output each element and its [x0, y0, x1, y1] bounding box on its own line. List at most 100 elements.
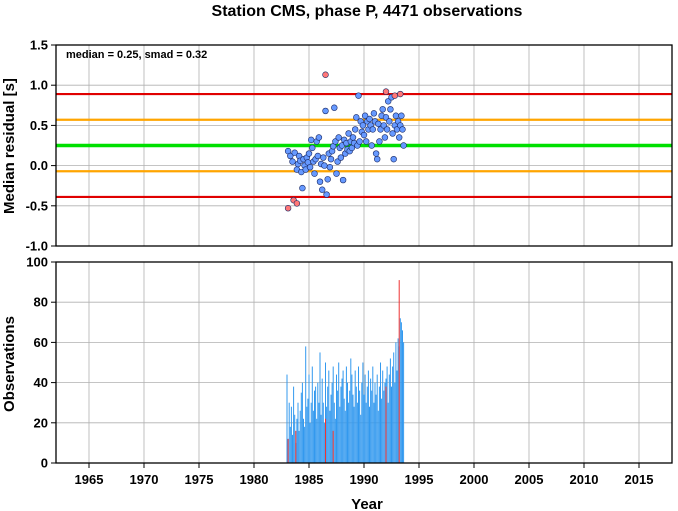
data-point — [391, 92, 398, 99]
observation-bar — [304, 426, 306, 463]
data-point — [389, 130, 396, 137]
observation-bar — [307, 398, 309, 463]
residual-panel: -1.0 -0.5 0.0 0.5 1.0 1.5 median = 0.25, smad… — [1, 38, 673, 254]
observation-y-ticks: 0 20 40 60 80 100 — [26, 255, 56, 471]
observation-bar — [382, 370, 384, 463]
data-point — [361, 112, 369, 119]
observation-bar — [340, 386, 342, 463]
observation-bar — [378, 386, 380, 463]
data-point — [320, 154, 327, 161]
observation-bar — [331, 382, 333, 463]
observation-bar — [303, 418, 304, 463]
x-tick-label: 2010 — [570, 472, 599, 487]
observation-bar — [341, 378, 343, 463]
y-tick-label: -1.0 — [26, 239, 48, 254]
data-point — [322, 107, 329, 115]
data-point — [372, 150, 380, 157]
stats-annotation: median = 0.25, smad = 0.32 — [66, 49, 207, 61]
observation-bar — [342, 370, 344, 463]
observation-bar — [318, 402, 320, 463]
observation-bar — [336, 374, 337, 463]
y-tick-label: 20 — [34, 415, 48, 430]
data-point — [366, 115, 373, 123]
observation-bar — [289, 426, 291, 463]
y-tick-label: 0 — [41, 456, 48, 471]
observation-bar — [362, 362, 364, 463]
observation-bar — [375, 394, 377, 463]
residual-y-ticks: -1.0 -0.5 0.0 0.5 1.0 1.5 — [26, 38, 56, 254]
observation-bar — [393, 352, 395, 463]
observation-bar — [351, 374, 353, 463]
data-point — [284, 205, 292, 212]
observation-bar — [348, 402, 350, 463]
y-tick-label: 0.5 — [30, 118, 48, 133]
residual-points — [284, 71, 407, 212]
data-point — [390, 155, 397, 163]
observation-bar — [374, 382, 376, 463]
observation-bar — [350, 358, 352, 463]
data-point — [311, 170, 318, 177]
observation-bar — [396, 370, 398, 463]
data-point — [386, 118, 393, 125]
x-tick-label: 1970 — [130, 472, 159, 487]
x-tick-label: 1965 — [75, 472, 104, 487]
observation-bar — [347, 382, 348, 463]
observation-bar — [358, 366, 359, 463]
observation-bar — [306, 406, 308, 463]
observation-bar — [364, 374, 366, 463]
observation-bar — [293, 386, 295, 463]
data-point — [345, 130, 352, 137]
observation-bar — [301, 382, 303, 463]
data-point — [335, 134, 342, 141]
data-point — [387, 106, 394, 113]
x-tick-label: 2000 — [460, 472, 489, 487]
observation-bar — [328, 370, 330, 463]
observation-bar — [359, 390, 361, 463]
observation-bar — [355, 386, 357, 463]
observation-bar — [380, 362, 381, 463]
data-point — [299, 184, 306, 192]
observation-bar — [326, 406, 328, 463]
data-point — [369, 126, 376, 133]
observation-bar — [369, 406, 370, 463]
observation-bar — [287, 438, 289, 463]
observation-bar — [389, 358, 391, 463]
observation-bar — [314, 390, 315, 463]
observation-bar — [367, 370, 369, 463]
observation-bar — [290, 406, 292, 463]
data-point — [356, 138, 363, 145]
observation-bar — [323, 422, 325, 463]
data-point — [398, 112, 405, 119]
data-point — [376, 138, 383, 145]
observation-bar — [322, 402, 324, 463]
data-point — [397, 90, 404, 98]
observation-bar — [321, 378, 323, 463]
observation-bar — [353, 406, 355, 463]
y-tick-label: 1.0 — [30, 78, 48, 93]
y-tick-label: 0.0 — [30, 158, 48, 173]
observation-bar — [308, 374, 310, 463]
chart-title: Station CMS, phase P, 4471 observations — [212, 3, 523, 20]
data-point — [289, 158, 296, 165]
observation-bar — [394, 382, 396, 463]
observation-bar — [388, 374, 390, 463]
data-point — [309, 144, 316, 152]
data-point — [324, 176, 331, 183]
observation-bar — [400, 322, 402, 463]
data-point — [308, 136, 315, 144]
observation-bar — [344, 410, 346, 463]
observation-bar — [398, 280, 400, 463]
data-point — [353, 114, 360, 121]
observation-bar — [363, 394, 365, 463]
observation-bar — [370, 378, 372, 463]
observation-bar — [334, 418, 336, 463]
observation-bar — [339, 406, 341, 463]
observation-bar — [337, 390, 339, 463]
observation-bar — [402, 330, 403, 463]
observation-bar — [329, 410, 331, 463]
observation-bar — [383, 390, 385, 463]
observation-bar — [309, 422, 311, 463]
observation-bar — [332, 430, 334, 463]
observation-bar — [395, 342, 397, 463]
observation-bar — [311, 366, 313, 463]
